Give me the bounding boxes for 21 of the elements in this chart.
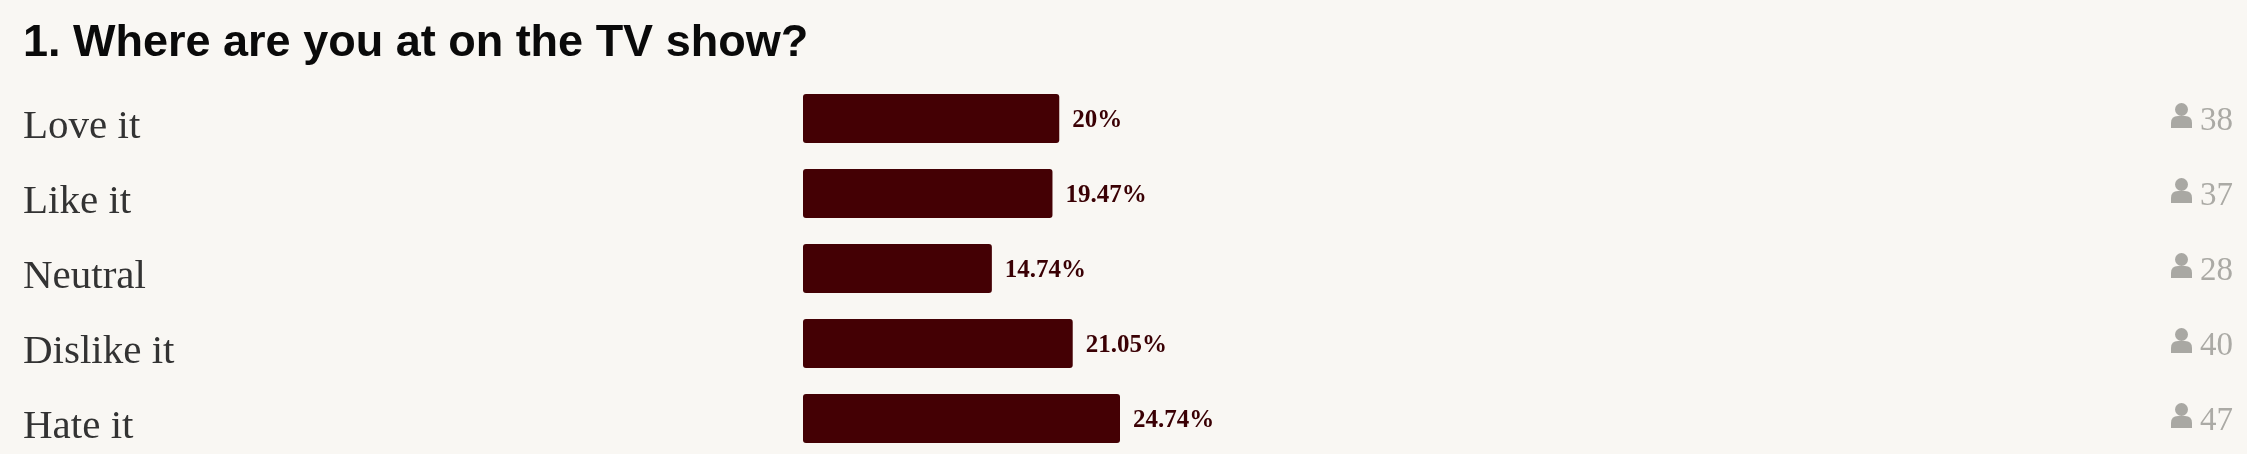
text: 1. Where are you at on the TV show? [23,15,809,66]
bar [803,394,1120,443]
y-tick-label: Neutral [23,250,146,297]
text: 40 [2200,325,2233,362]
bar [803,169,1053,218]
text: 37 [2200,175,2233,212]
data-label: 24.74% [1133,404,1215,432]
y-tick-label: Like it [23,175,132,222]
text: 38 [2200,100,2233,137]
data-label: 20% [1072,104,1123,132]
bar [803,319,1073,368]
data-label: 14.74% [1004,254,1087,282]
text: 47 [2200,400,2233,437]
y-tick-label: Love it [23,100,141,147]
data-label: 21.05% [1085,329,1167,357]
bar [803,94,1060,143]
y-tick-label: Hate it [23,400,135,447]
bar [803,244,992,293]
text: 28 [2200,250,2233,287]
y-tick-label: Dislike it [23,325,176,372]
data-label: 19.47% [1065,179,1147,207]
